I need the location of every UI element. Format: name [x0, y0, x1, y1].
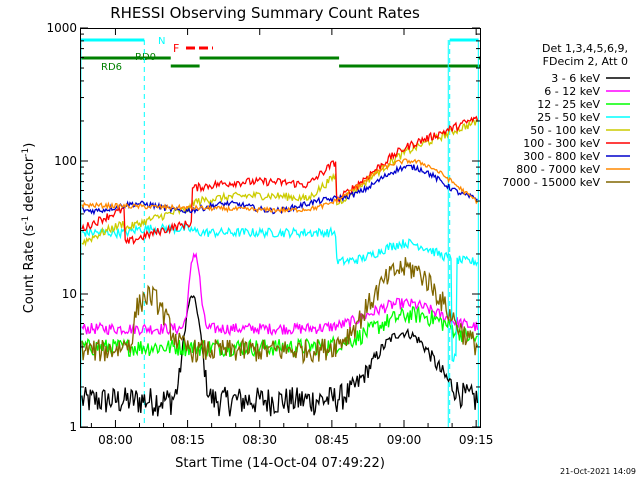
legend-label: 50 - 100 keV: [530, 124, 600, 137]
flare-label: F: [173, 42, 179, 55]
legend-label: 300 - 800 keV: [523, 150, 600, 163]
legend-label: 100 - 300 keV: [523, 137, 600, 150]
y-tick-label: 100: [54, 154, 77, 168]
y-tick-label: 1000: [46, 21, 77, 35]
y-tick-label: 10: [62, 287, 77, 301]
x-tick-label: 08:30: [242, 433, 277, 447]
y-axis-label-end: ): [22, 143, 37, 148]
y-axis-label-main: Count Rate (s: [22, 225, 37, 314]
series-line: [81, 257, 479, 365]
legend-label: 7000 - 15000 keV: [502, 176, 600, 189]
x-tick-label: 09:00: [387, 433, 422, 447]
chart-title: RHESSI Observing Summary Count Rates: [110, 4, 420, 22]
y-axis: 1 10 100 1000: [46, 21, 480, 434]
y-tick-label: 1: [69, 420, 77, 434]
y-axis-label-sup2: -1: [21, 148, 31, 157]
series-line: [81, 305, 478, 358]
series-line: [81, 118, 479, 247]
night-label: N: [158, 36, 165, 47]
rd0-label: RD0: [135, 52, 156, 63]
series-line: [81, 115, 479, 245]
plot-frame: [80, 28, 481, 428]
legend-header-2: FDecim 2, Att 0: [543, 55, 628, 68]
series-line: [81, 295, 479, 417]
x-tick-label: 08:15: [170, 433, 205, 447]
legend-label: 3 - 6 keV: [551, 72, 600, 85]
legend-label: 25 - 50 keV: [537, 111, 600, 124]
y-axis-label-sup1: -1: [21, 216, 31, 225]
legend-header-1: Det 1,3,4,5,6,9,: [542, 42, 628, 55]
series-line: [81, 158, 479, 214]
y-axis-label-mid: detector: [22, 156, 37, 216]
legend: Det 1,3,4,5,6,9, FDecim 2, Att 0 3 - 6 k…: [502, 42, 630, 189]
x-axis: 08:00 08:15 08:30 08:45 09:00 09:15: [90, 28, 494, 447]
x-axis-label: Start Time (14-Oct-04 07:49:22): [175, 456, 385, 471]
rd6-label: RD6: [101, 62, 122, 73]
series-line: [81, 222, 479, 363]
x-tick-label: 08:45: [315, 433, 350, 447]
timestamp: 21-Oct-2021 14:09: [560, 467, 636, 476]
legend-label: 12 - 25 keV: [537, 98, 600, 111]
y-axis-label: Count Rate (s-1 detector-1): [21, 143, 37, 314]
legend-label: 6 - 12 keV: [544, 85, 600, 98]
x-tick-label: 09:15: [459, 433, 494, 447]
legend-label: 800 - 7000 keV: [516, 163, 600, 176]
x-tick-label: 08:00: [98, 433, 133, 447]
series-line: [81, 252, 479, 337]
